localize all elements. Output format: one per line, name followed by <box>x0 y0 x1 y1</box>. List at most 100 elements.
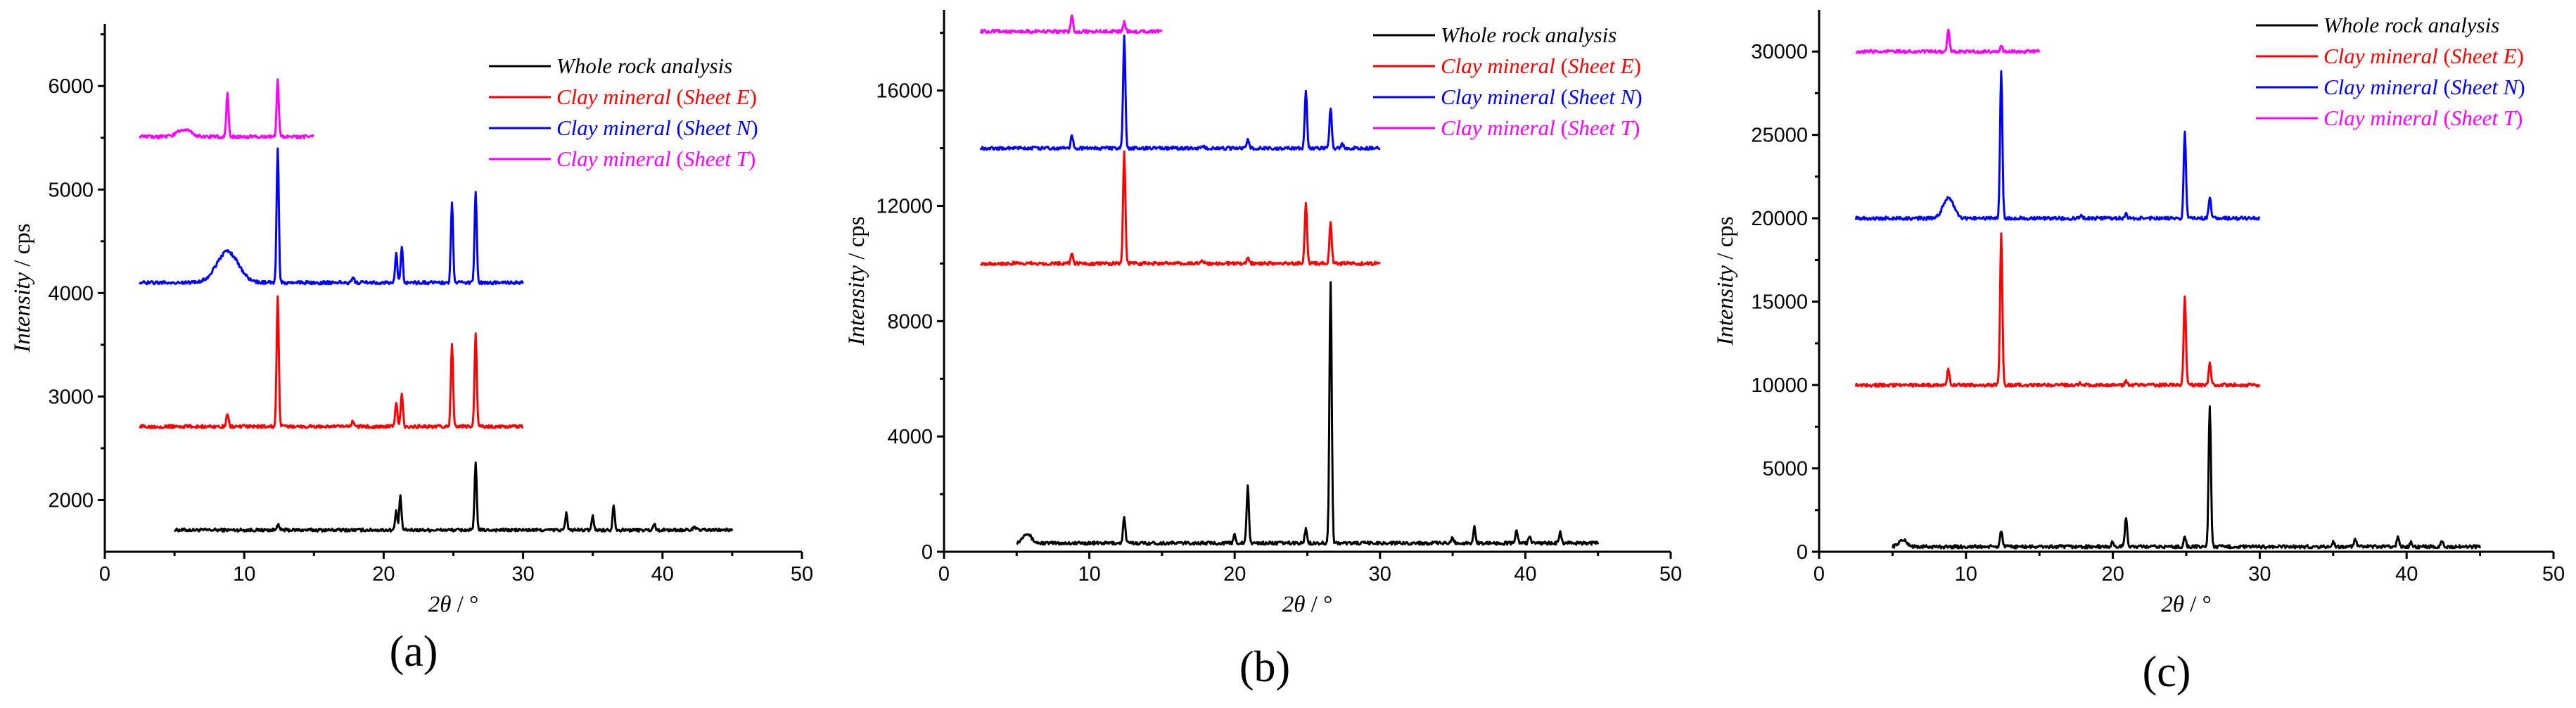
legend-label-sheet: Sheet E <box>2451 44 2517 68</box>
y-tick-label: 5000 <box>48 179 94 201</box>
y-axis-title: Intensity / cps <box>844 216 869 346</box>
y-tick-label: 12000 <box>876 196 933 218</box>
legend-label-whole-rock-analysis: Whole rock analysis <box>2323 13 2499 37</box>
legend-paren-open: ( <box>1555 53 1568 78</box>
x-axis-title: 2θ / ° <box>2161 592 2212 617</box>
panel-a: 0 10 20 30 40 50 2000 3000 4000 5000 6000 2θ / ° Int… <box>10 24 813 676</box>
legend-paren-close: ) <box>2516 106 2523 130</box>
y-tick-label: 6000 <box>48 75 94 98</box>
legend-label-main: Clay mineral <box>556 115 671 140</box>
trace-clay-mineral-sheet-t <box>139 78 314 139</box>
trace-clay-mineral-sheet-e <box>979 150 1381 267</box>
trace-clay-mineral-sheet-e <box>1854 232 2261 388</box>
x-tick-label: 40 <box>651 563 674 586</box>
y-axis-symbol: Intensity <box>10 272 35 353</box>
trace-whole-rock-analysis <box>1891 405 2482 550</box>
legend-paren-open: ( <box>1555 84 1568 109</box>
legend-label-main: Whole rock analysis <box>556 53 732 78</box>
legend-label-main: Whole rock analysis <box>1441 23 1617 47</box>
x-axis-title: 2θ / ° <box>1282 592 1333 617</box>
legend-label-clay-mineral-sheet-n: Clay mineral (Sheet N) <box>1441 84 1643 109</box>
x-tick-label: 10 <box>1955 563 1977 586</box>
legend-paren-close: ) <box>750 84 757 109</box>
legend-label-sheet: Sheet N <box>1568 84 1637 109</box>
legend-label-sheet: Sheet T <box>2451 106 2518 130</box>
legend-label-main: Clay mineral <box>2323 106 2438 130</box>
trace-clay-mineral-sheet-t <box>979 14 1163 34</box>
legend-paren-close: ) <box>1635 84 1642 109</box>
legend-label-whole-rock-analysis: Whole rock analysis <box>1441 23 1617 47</box>
y-tick-label: 2000 <box>48 489 94 512</box>
y-axis-title: Intensity / cps <box>1713 216 1738 346</box>
x-tick-label: 10 <box>1078 563 1100 586</box>
y-tick-label: 8000 <box>887 310 933 333</box>
x-tick-label: 50 <box>791 563 813 586</box>
y-tick-label: 4000 <box>887 426 933 448</box>
legend-label-main: Clay mineral <box>1441 115 1555 140</box>
legend-label-clay-mineral-sheet-t: Clay mineral (Sheet T) <box>2323 106 2523 130</box>
legend-paren-close: ) <box>748 146 755 171</box>
x-axis-title: 2θ / ° <box>428 592 479 617</box>
trace-whole-rock-analysis <box>173 461 734 533</box>
legend-label-sheet: Sheet N <box>2451 75 2520 99</box>
legend-label-clay-mineral-sheet-n: Clay mineral (Sheet N) <box>2323 75 2525 99</box>
legend-label-whole-rock-analysis: Whole rock analysis <box>556 53 732 78</box>
x-axis-symbol: 2θ <box>2161 592 2184 617</box>
trace-whole-rock-analysis <box>1016 281 1600 546</box>
x-tick-label: 50 <box>2542 563 2565 586</box>
legend-paren-open: ( <box>671 115 684 140</box>
legend-paren-close: ) <box>1633 115 1640 140</box>
legend-label-sheet: Sheet E <box>1568 53 1634 78</box>
x-tick-label: 20 <box>372 563 395 586</box>
y-tick-label: 16000 <box>876 80 933 103</box>
legend-paren-close: ) <box>751 115 758 140</box>
x-tick-label: 0 <box>99 563 110 586</box>
legend-paren-open: ( <box>1555 115 1568 140</box>
x-tick-label: 0 <box>1813 563 1825 586</box>
legend-paren-open: ( <box>2438 44 2451 68</box>
y-tick-label: 30000 <box>1751 41 1808 63</box>
legend-paren-open: ( <box>671 84 684 109</box>
y-axis-symbol: Intensity <box>844 265 869 346</box>
panel-label: (b) <box>1239 643 1290 691</box>
x-axis-unit: / ° <box>451 592 478 617</box>
legend-label-clay-mineral-sheet-n: Clay mineral (Sheet N) <box>556 115 758 140</box>
y-tick-label: 15000 <box>1751 291 1808 314</box>
y-tick-label: 5000 <box>1762 458 1808 481</box>
legend-label-sheet: Sheet E <box>684 84 750 109</box>
legend-paren-close: ) <box>1634 53 1641 78</box>
trace-clay-mineral-sheet-n <box>139 147 524 286</box>
legend-label-sheet: Sheet N <box>684 115 753 140</box>
legend-label-clay-mineral-sheet-t: Clay mineral (Sheet T) <box>556 146 755 171</box>
y-axis-unit: / cps <box>844 216 869 265</box>
legend-label-main: Clay mineral <box>1441 53 1555 78</box>
trace-clay-mineral-sheet-n <box>1854 70 2261 221</box>
x-tick-label: 30 <box>2248 563 2271 586</box>
y-axis-title: Intensity / cps <box>10 223 35 353</box>
legend-paren-open: ( <box>2438 75 2451 99</box>
legend-label-clay-mineral-sheet-e: Clay mineral (Sheet E) <box>2323 44 2524 68</box>
legend-paren-open: ( <box>671 146 684 171</box>
legend-label-main: Whole rock analysis <box>2323 13 2499 37</box>
y-axis-symbol: Intensity <box>1713 265 1738 346</box>
x-tick-label: 50 <box>1659 563 1682 586</box>
legend-label-sheet: Sheet T <box>684 146 751 171</box>
x-tick-label: 10 <box>233 563 255 586</box>
y-tick-label: 3000 <box>48 386 94 408</box>
x-tick-label: 30 <box>511 563 534 586</box>
x-tick-label: 40 <box>2395 563 2418 586</box>
y-axis-unit: / cps <box>1713 216 1738 265</box>
x-tick-label: 30 <box>1369 563 1391 586</box>
panel-b: 0 10 20 30 40 50 0 4000 8000 12000 16000 2θ / ° Inte… <box>844 10 1682 691</box>
x-axis-unit: / ° <box>2184 592 2212 617</box>
legend-label-main: Clay mineral <box>556 146 671 171</box>
y-tick-label: 0 <box>922 541 933 564</box>
y-axis-unit: / cps <box>10 223 35 272</box>
legend-paren-close: ) <box>2518 75 2525 99</box>
x-tick-label: 0 <box>938 563 950 586</box>
x-tick-label: 20 <box>1223 563 1246 586</box>
legend-label-clay-mineral-sheet-t: Clay mineral (Sheet T) <box>1441 115 1640 140</box>
legend-label-clay-mineral-sheet-e: Clay mineral (Sheet E) <box>556 84 757 109</box>
trace-clay-mineral-sheet-t <box>1855 28 2041 54</box>
